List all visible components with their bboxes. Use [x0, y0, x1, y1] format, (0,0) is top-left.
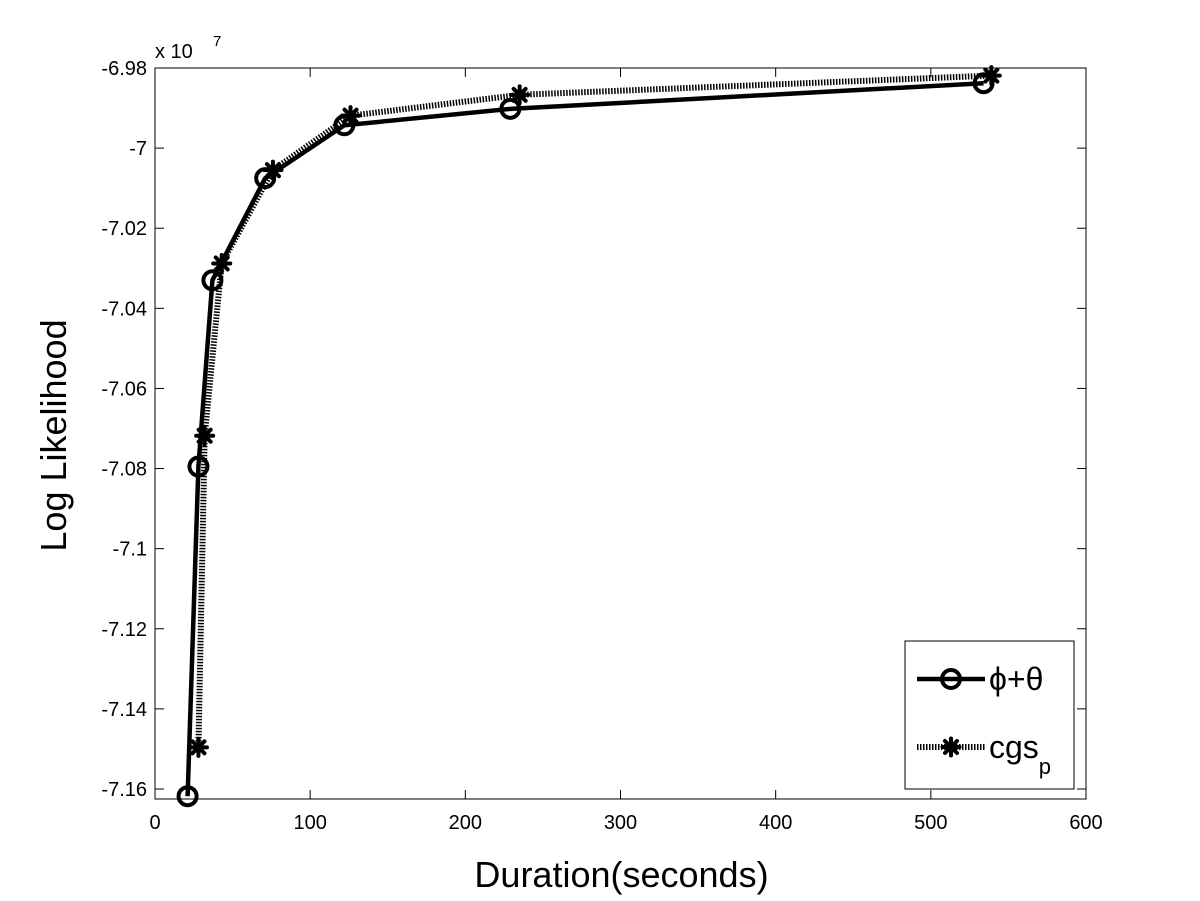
y-tick-label: -7.02 [101, 218, 147, 240]
data-point-phi-theta [176, 785, 199, 808]
x-tick-label: 300 [604, 812, 637, 834]
x-tick-label: 400 [759, 812, 792, 834]
x-tick-label: 100 [293, 812, 326, 834]
y-tick-label: -7.16 [101, 779, 147, 801]
y-axis-ticks: -6.98 -7 -7.02 -7.04 -7.06 -7.08 -7.1 -7.12 -7.1… [101, 58, 1086, 801]
y-tick-label: -6.98 [101, 58, 147, 80]
data-point-phi-theta [333, 114, 356, 137]
x-tick-label: 600 [1069, 812, 1102, 834]
data-point-phi-theta [254, 167, 277, 190]
legend-label-subscript: p [1039, 754, 1051, 779]
y-exponent-base: x 10 [155, 41, 193, 63]
x-tick-label: 0 [149, 812, 160, 834]
legend-box [904, 640, 1075, 790]
y-tick-label: -7.06 [101, 378, 147, 400]
data-point-phi-theta [201, 269, 224, 292]
series-line-phi-theta [185, 80, 984, 797]
x-axis-ticks: 0 100 200 300 400 500 600 [149, 68, 1103, 834]
y-tick-label: -7.1 [113, 539, 147, 561]
y-tick-label: -7.12 [101, 619, 147, 641]
data-point-phi-theta [499, 97, 522, 120]
x-axis-title: Duration(seconds) [474, 854, 768, 895]
x-tick-label: 200 [449, 812, 482, 834]
legend-entry: ϕ+θ [917, 661, 1043, 697]
y-exponent-power: 7 [213, 33, 221, 50]
data-point-phi-theta [972, 72, 995, 95]
y-tick-label: -7.08 [101, 459, 147, 481]
legend-label: ϕ+θ [989, 661, 1043, 697]
y-tick-label: -7.14 [101, 699, 147, 721]
legend-marker [940, 668, 962, 690]
series-layer [176, 65, 1002, 808]
data-point-cgsp [509, 84, 531, 106]
data-point-phi-theta [187, 455, 210, 478]
x-tick-label: 500 [914, 812, 947, 834]
legend-marker [940, 736, 962, 758]
data-point-cgsp [187, 736, 209, 758]
y-tick-label: -7.04 [101, 298, 147, 320]
y-tick-label: -7 [129, 138, 147, 160]
y-axis-title: Log Likelihood [33, 319, 74, 551]
series-line-cgsp [195, 72, 992, 748]
